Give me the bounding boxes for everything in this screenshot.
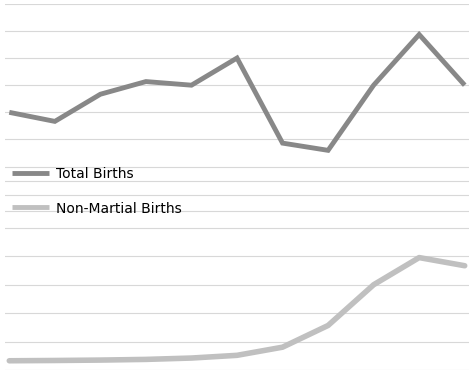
Text: Total Births: Total Births <box>56 167 134 181</box>
Text: Non-Martial Births: Non-Martial Births <box>56 202 182 215</box>
